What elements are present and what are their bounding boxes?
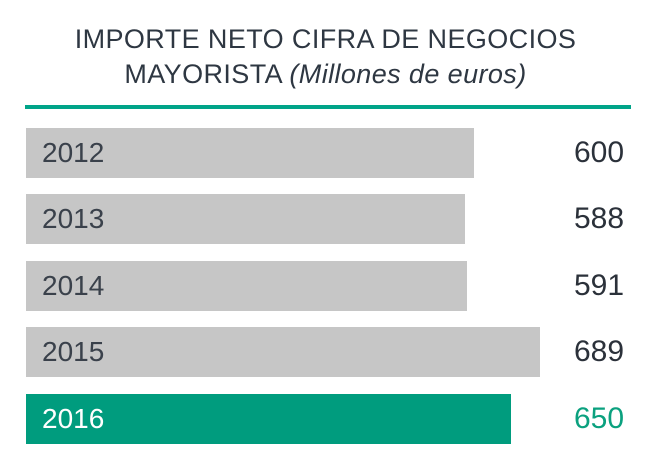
bar-year-label: 2016: [42, 403, 105, 434]
bar-year-label: 2015: [42, 336, 105, 367]
bar-2012: 2012: [26, 128, 474, 178]
bar-year-label: 2013: [42, 203, 105, 234]
bar-2016-highlighted: 2016: [26, 394, 511, 444]
bar-2015: 2015: [26, 327, 540, 377]
bar-2013: 2013: [26, 194, 465, 244]
bar-year-label: 2012: [42, 137, 105, 168]
bar-value-label-2016: 650: [574, 402, 625, 435]
chart-title: IMPORTE NETO CIFRA DE NEGOCIOS MAYORISTA…: [0, 22, 651, 92]
bar-year-label: 2014: [42, 270, 105, 301]
bar-value-label-2014: 591: [574, 269, 625, 302]
bar-value-label-2012: 600: [574, 136, 625, 169]
bar-2014: 2014: [26, 261, 467, 311]
bar-value-label-2013: 588: [574, 202, 625, 235]
bar-value-label-2015: 689: [574, 335, 625, 368]
title-divider-line: [25, 105, 631, 109]
chart-subtitle-units: (Millones de euros): [289, 59, 527, 89]
chart-title-line-2: MAYORISTA: [124, 59, 290, 89]
chart-title-line-1: IMPORTE NETO CIFRA DE NEGOCIOS: [74, 24, 577, 54]
